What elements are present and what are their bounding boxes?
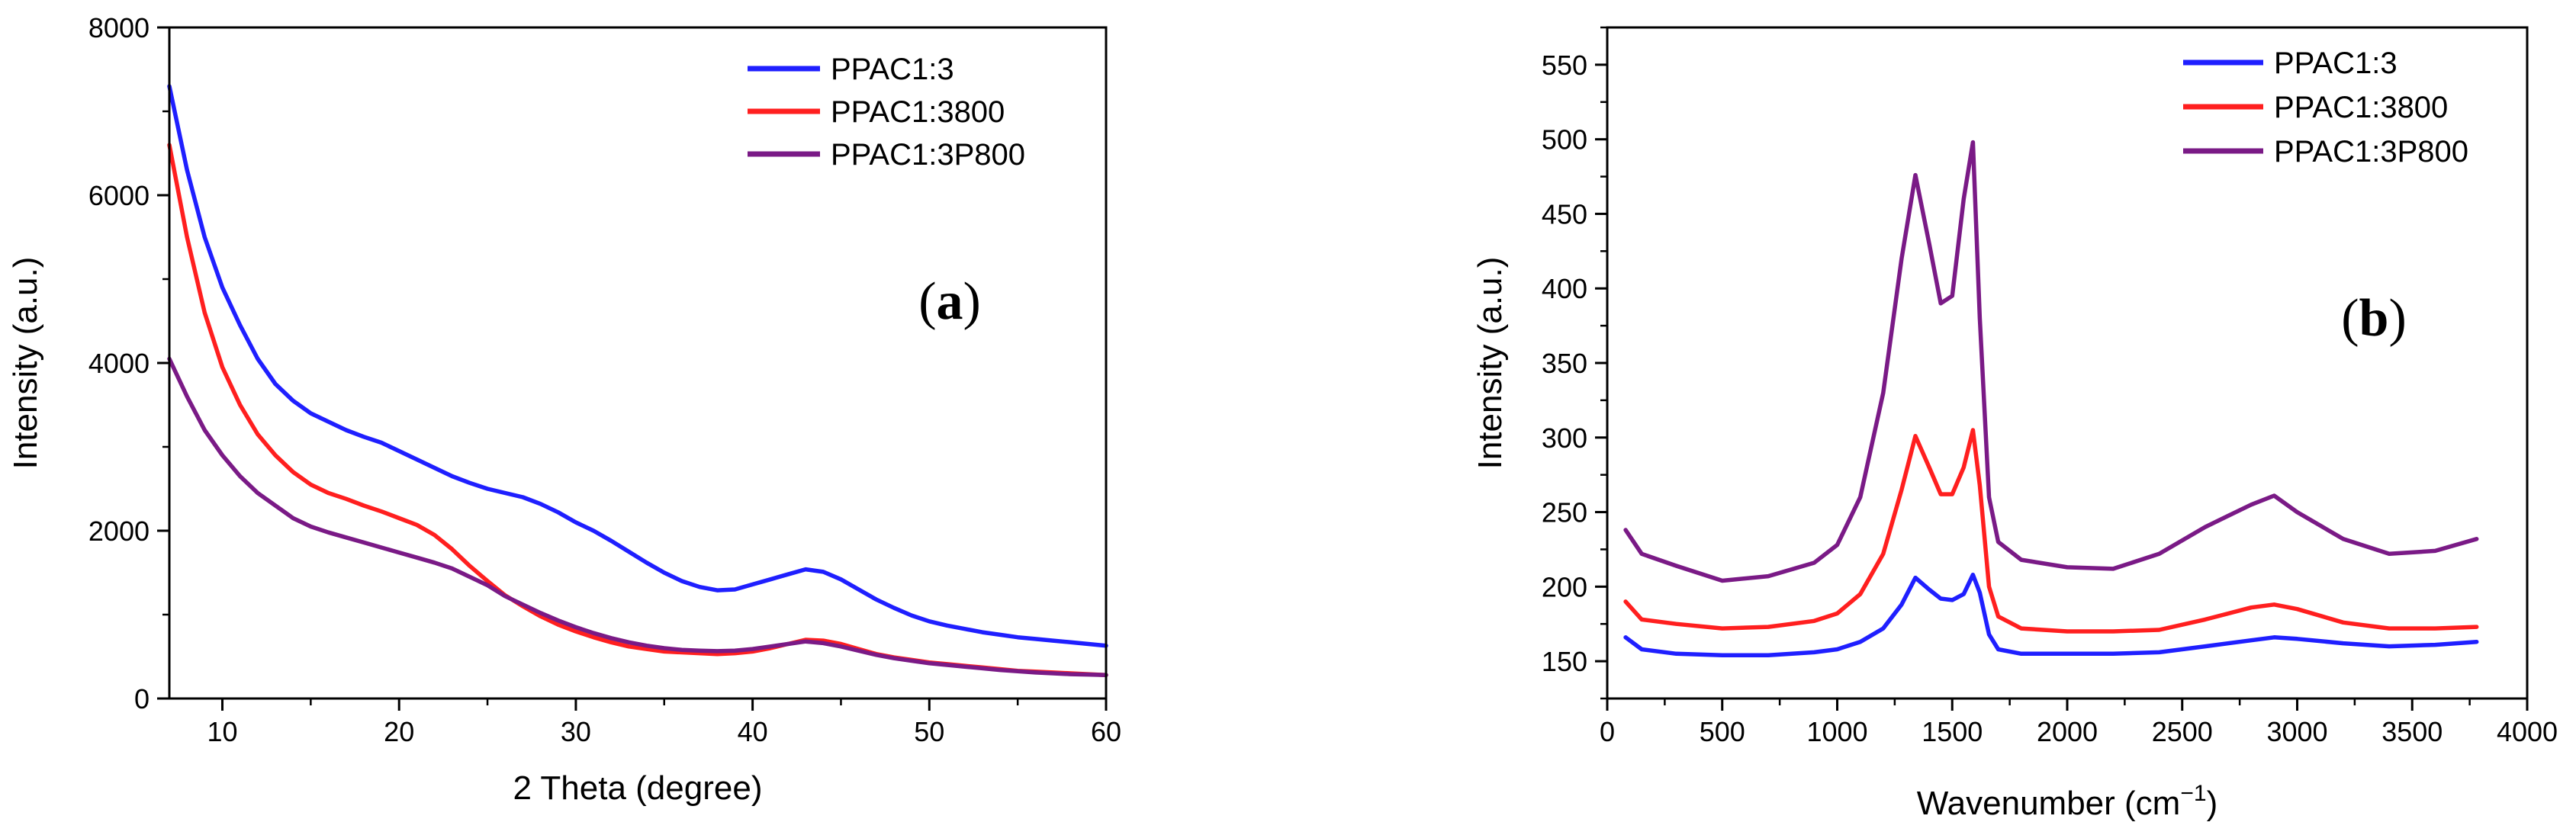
panel-a-x-tick-label: 50 <box>914 716 944 747</box>
panel-b-y-tick-label: 400 <box>1542 273 1587 304</box>
panel-a-legend-label-2: PPAC1:3800 <box>831 95 1005 129</box>
panel-b-y-tick-label: 300 <box>1542 422 1587 454</box>
panel-b-x-axis-label-superscript: −1 <box>2180 781 2206 806</box>
panel-b-x-axis-label: Wavenumber (cm−1) <box>1917 781 2217 822</box>
panel-b-x-tick-label: 4000 <box>2497 716 2558 747</box>
panel-a-y-tick-label: 8000 <box>88 12 150 43</box>
panel-a-y-tick-label: 0 <box>134 683 150 715</box>
panel-a-x-tick-label: 20 <box>384 716 414 747</box>
panel-b-x-tick-label: 3500 <box>2381 716 2443 747</box>
panel-b-series-line-3 <box>1623 140 2479 583</box>
panel-a-x-tick-label: 10 <box>207 716 237 747</box>
panel-a-y-axis-label: Intensity (a.u.) <box>7 257 44 470</box>
panel-b-plot-frame <box>1606 26 2529 700</box>
panel-b-legend-label-1: PPAC1:3 <box>2274 47 2398 80</box>
panel-a-y-tick-label: 2000 <box>88 515 150 547</box>
panel-b-x-tick-label: 0 <box>1600 716 1615 747</box>
panel-a-series-line-2 <box>167 143 1108 677</box>
panel-a-x-axis-label: 2 Theta (degree) <box>513 769 763 807</box>
panel-a-ticks: 10 20 30 40 50 60 0 2000 4000 6000 8000 <box>88 12 1121 747</box>
panel-a-y-tick-label: 4000 <box>88 348 150 379</box>
panel-a-chart: 10 20 30 40 50 60 0 2000 4000 6000 8000 2 Theta (d… <box>7 12 1121 807</box>
panel-b-legend: PPAC1:3 PPAC1:3800 PPAC1:3P800 <box>2183 47 2468 169</box>
panel-a-label: (a) <box>918 272 981 331</box>
panel-b-x-axis-label-suffix: ) <box>2207 785 2218 822</box>
panel-b-y-axis-label: Intensity (a.u.) <box>1471 257 1509 470</box>
panel-a-legend: PPAC1:3 PPAC1:3800 PPAC1:3P800 <box>748 53 1025 172</box>
panel-b-x-tick-label: 3000 <box>2266 716 2327 747</box>
panel-b-y-tick-label: 550 <box>1542 50 1587 81</box>
panel-b-series-line-2 <box>1623 428 2479 634</box>
panel-b-y-tick-label: 200 <box>1542 571 1587 602</box>
panel-b-y-tick-label: 500 <box>1542 124 1587 156</box>
panel-a-legend-label-3: PPAC1:3P800 <box>831 138 1025 172</box>
panel-b-x-tick-label: 2000 <box>2037 716 2098 747</box>
panel-b-label: (b) <box>2341 289 2407 348</box>
panel-a-label-letter: a <box>937 272 963 331</box>
panel-b-y-tick-label: 150 <box>1542 646 1587 677</box>
panel-a-x-tick-label: 40 <box>738 716 768 747</box>
panel-b-legend-label-2: PPAC1:3800 <box>2274 91 2448 124</box>
panel-a-series-line-1 <box>167 84 1108 648</box>
panel-a-series-group <box>167 84 1108 677</box>
panel-b-y-tick-label: 450 <box>1542 198 1587 230</box>
panel-b-x-tick-label: 1500 <box>1922 716 1983 747</box>
panel-b-y-tick-label: 250 <box>1542 497 1587 528</box>
panel-b-series-line-1 <box>1623 572 2479 658</box>
panel-b-chart: 0 500 1000 1500 2000 2500 3000 3500 4000 150 200 25… <box>1471 26 2558 822</box>
panel-a-y-tick-label: 6000 <box>88 180 150 211</box>
panel-b-ticks: 0 500 1000 1500 2000 2500 3000 3500 4000 150 200 25… <box>1542 26 2558 747</box>
panel-a-x-tick-label: 30 <box>561 716 591 747</box>
panel-b-x-tick-label: 2500 <box>2152 716 2213 747</box>
panel-a-x-tick-label: 60 <box>1091 716 1121 747</box>
panel-a-legend-label-1: PPAC1:3 <box>831 53 954 86</box>
panel-a-series-line-3 <box>167 356 1108 677</box>
panel-b-legend-label-3: PPAC1:3P800 <box>2274 135 2468 169</box>
panel-b-x-tick-label: 1000 <box>1806 716 1867 747</box>
panel-b-series-group <box>1623 140 2479 658</box>
panel-b-x-axis-label-main: Wavenumber (cm <box>1917 785 2181 822</box>
panel-b-y-tick-label: 350 <box>1542 348 1587 379</box>
panel-b-label-letter: b <box>2359 289 2389 348</box>
panel-b-x-tick-label: 500 <box>1700 716 1745 747</box>
